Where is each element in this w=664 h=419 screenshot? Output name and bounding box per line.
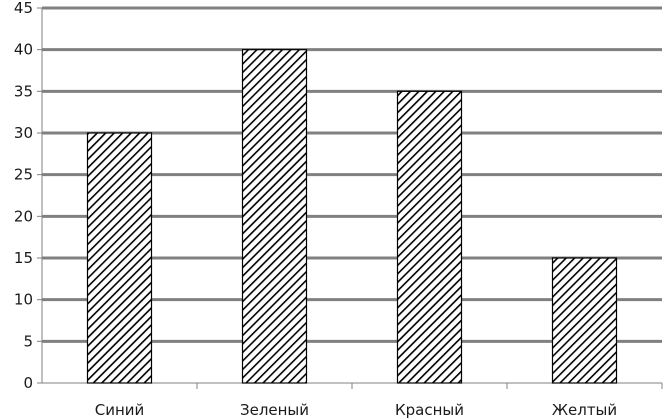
- y-tick-label: 20: [14, 207, 33, 225]
- y-tick-label: 5: [23, 332, 33, 350]
- y-tick-label: 15: [14, 249, 33, 267]
- bar-2: [241, 49, 308, 384]
- x-category-labels: Синий Зеленый Красный Желтый: [95, 401, 617, 419]
- bar-1: [86, 132, 153, 384]
- y-tick-label: 30: [14, 124, 33, 142]
- y-tick-label: 35: [14, 82, 33, 100]
- x-category-label: Синий: [95, 401, 145, 419]
- y-tick-label: 0: [23, 374, 33, 392]
- y-tick-label: 45: [14, 0, 33, 17]
- bars: [86, 49, 618, 384]
- x-category-label: Желтый: [552, 401, 617, 419]
- y-tick-label: 25: [14, 166, 33, 184]
- y-tick-label: 10: [14, 291, 33, 309]
- y-tick-labels: 0 5 10 15 20 25 30 35 40 45: [14, 0, 33, 392]
- y-tick-label: 40: [14, 41, 33, 59]
- bar-4: [551, 257, 618, 384]
- bar-3: [396, 90, 463, 384]
- x-category-label: Красный: [395, 401, 464, 419]
- x-category-label: Зеленый: [240, 401, 309, 419]
